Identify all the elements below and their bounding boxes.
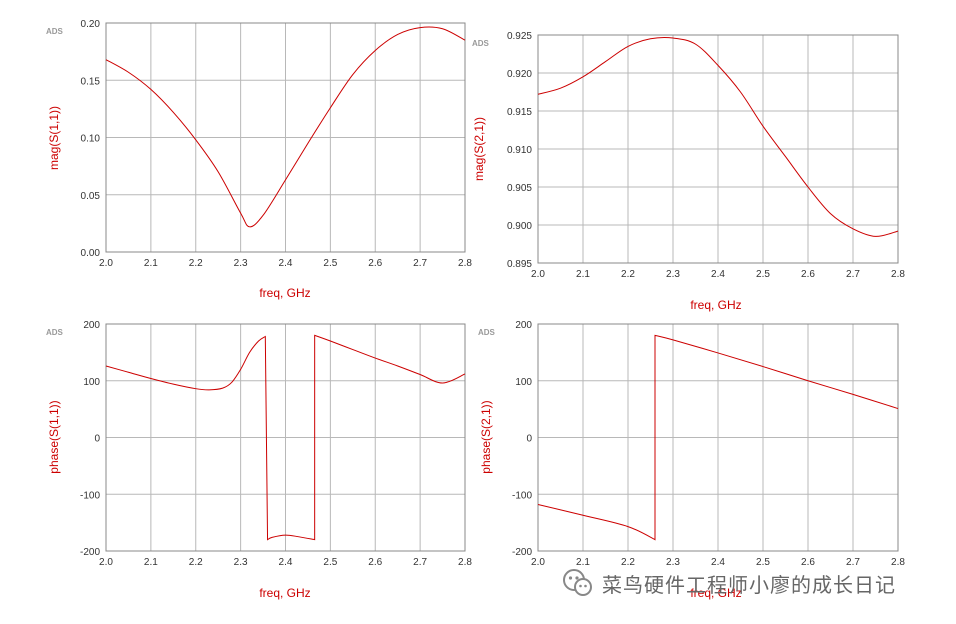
x-tick-label: 2.4 [279, 258, 293, 269]
x-tick-label: 2.2 [621, 557, 635, 568]
x-tick-label: 2.5 [323, 557, 337, 568]
y-tick-label: 0.15 [81, 76, 101, 87]
y-tick-label: 100 [83, 377, 100, 388]
x-tick-label: 2.1 [576, 269, 590, 280]
y-tick-label: 0 [526, 434, 532, 445]
y-tick-label: 200 [515, 320, 532, 331]
y-axis-label: mag(S(1,1)) [47, 106, 61, 170]
x-tick-label: 2.4 [711, 557, 725, 568]
x-tick-label: 2.8 [458, 557, 472, 568]
x-tick-label: 2.8 [458, 258, 472, 269]
x-tick-label: 2.4 [711, 269, 725, 280]
x-tick-label: 2.7 [413, 258, 427, 269]
x-tick-label: 2.3 [666, 557, 680, 568]
y-tick-label: 0.900 [507, 221, 532, 232]
plot-3: 2.0 2.1 2.2 2.3 2.4 2.5 2.6 2.7 2.8 -200 -100 0 100 2… [46, 320, 472, 600]
x-tick-label: 2.3 [666, 269, 680, 280]
x-tick-label: 2.1 [144, 557, 158, 568]
y-tick-label: 0.895 [507, 259, 532, 270]
x-tick-label: 2.1 [144, 258, 158, 269]
plot-2: 2.0 2.1 2.2 2.3 2.4 2.5 2.6 2.7 2.8 0.895 0.900 0.9… [472, 31, 905, 312]
x-tick-label: 2.0 [99, 258, 113, 269]
y-tick-label: 0.925 [507, 31, 532, 42]
ads-logo: ADS [46, 328, 64, 337]
x-tick-label: 2.6 [801, 557, 815, 568]
x-tick-label: 2.0 [531, 557, 545, 568]
y-tick-label: 0.20 [81, 19, 101, 30]
y-tick-label: 0.915 [507, 107, 532, 118]
x-axis-label: freq, GHz [690, 298, 741, 312]
plot-1: 2.0 2.1 2.2 2.3 2.4 2.5 2.6 2.7 2.8 0.00 0.05 0.10 0… [46, 19, 472, 300]
x-tick-label: 2.0 [531, 269, 545, 280]
y-axis-label: phase(S(1,1)) [47, 400, 61, 473]
y-tick-label: 0.905 [507, 183, 532, 194]
series-line [537, 37, 899, 237]
plot-frame [537, 323, 899, 552]
y-tick-label: 0 [94, 434, 100, 445]
watermark-text: 菜鸟硬件工程师小廖的成长日记 [602, 572, 896, 597]
y-tick-label: -200 [512, 547, 532, 558]
y-axis-label: phase(S(2,1)) [479, 400, 493, 473]
y-tick-label: 0.920 [507, 69, 532, 80]
y-tick-label: -100 [512, 490, 532, 501]
plot-4: 2.0 2.1 2.2 2.3 2.4 2.5 2.6 2.7 2.8 -200 -100 0 100 2… [478, 320, 905, 600]
wechat-icon [563, 569, 592, 596]
x-tick-label: 2.6 [801, 269, 815, 280]
series-line [537, 334, 899, 541]
x-tick-label: 2.8 [891, 269, 905, 280]
plot-frame [537, 34, 899, 264]
y-tick-label: -200 [80, 547, 100, 558]
ads-logo: ADS [478, 328, 496, 337]
y-tick-label: 0.10 [81, 134, 101, 145]
x-axis-label: freq, GHz [259, 586, 310, 600]
y-tick-label: -100 [80, 490, 100, 501]
x-tick-label: 2.0 [99, 557, 113, 568]
y-tick-label: 0.910 [507, 145, 532, 156]
x-tick-label: 2.7 [413, 557, 427, 568]
y-axis-label: mag(S(2,1)) [472, 117, 486, 181]
ads-logo: ADS [472, 39, 490, 48]
ads-logo: ADS [46, 27, 64, 36]
x-axis-label: freq, GHz [690, 586, 741, 600]
x-tick-label: 2.8 [891, 557, 905, 568]
x-tick-label: 2.5 [323, 258, 337, 269]
x-tick-label: 2.1 [576, 557, 590, 568]
x-tick-label: 2.6 [368, 557, 382, 568]
x-tick-label: 2.7 [846, 269, 860, 280]
y-tick-label: 0.05 [81, 191, 101, 202]
x-tick-label: 2.5 [756, 269, 770, 280]
y-tick-label: 0.00 [81, 248, 101, 259]
x-axis-label: freq, GHz [259, 286, 310, 300]
x-tick-label: 2.6 [368, 258, 382, 269]
y-tick-label: 200 [83, 320, 100, 331]
series-line [105, 334, 466, 541]
x-tick-label: 2.5 [756, 557, 770, 568]
plot-frame [105, 22, 466, 253]
x-tick-label: 2.3 [234, 557, 248, 568]
x-tick-label: 2.2 [621, 269, 635, 280]
x-tick-label: 2.3 [234, 258, 248, 269]
x-tick-label: 2.2 [189, 557, 203, 568]
watermark: 菜鸟硬件工程师小廖的成长日记 [562, 566, 896, 600]
plot-frame [105, 323, 466, 552]
y-tick-label: 100 [515, 377, 532, 388]
x-tick-label: 2.4 [279, 557, 293, 568]
series-line [105, 26, 466, 228]
x-tick-label: 2.7 [846, 557, 860, 568]
x-tick-label: 2.2 [189, 258, 203, 269]
